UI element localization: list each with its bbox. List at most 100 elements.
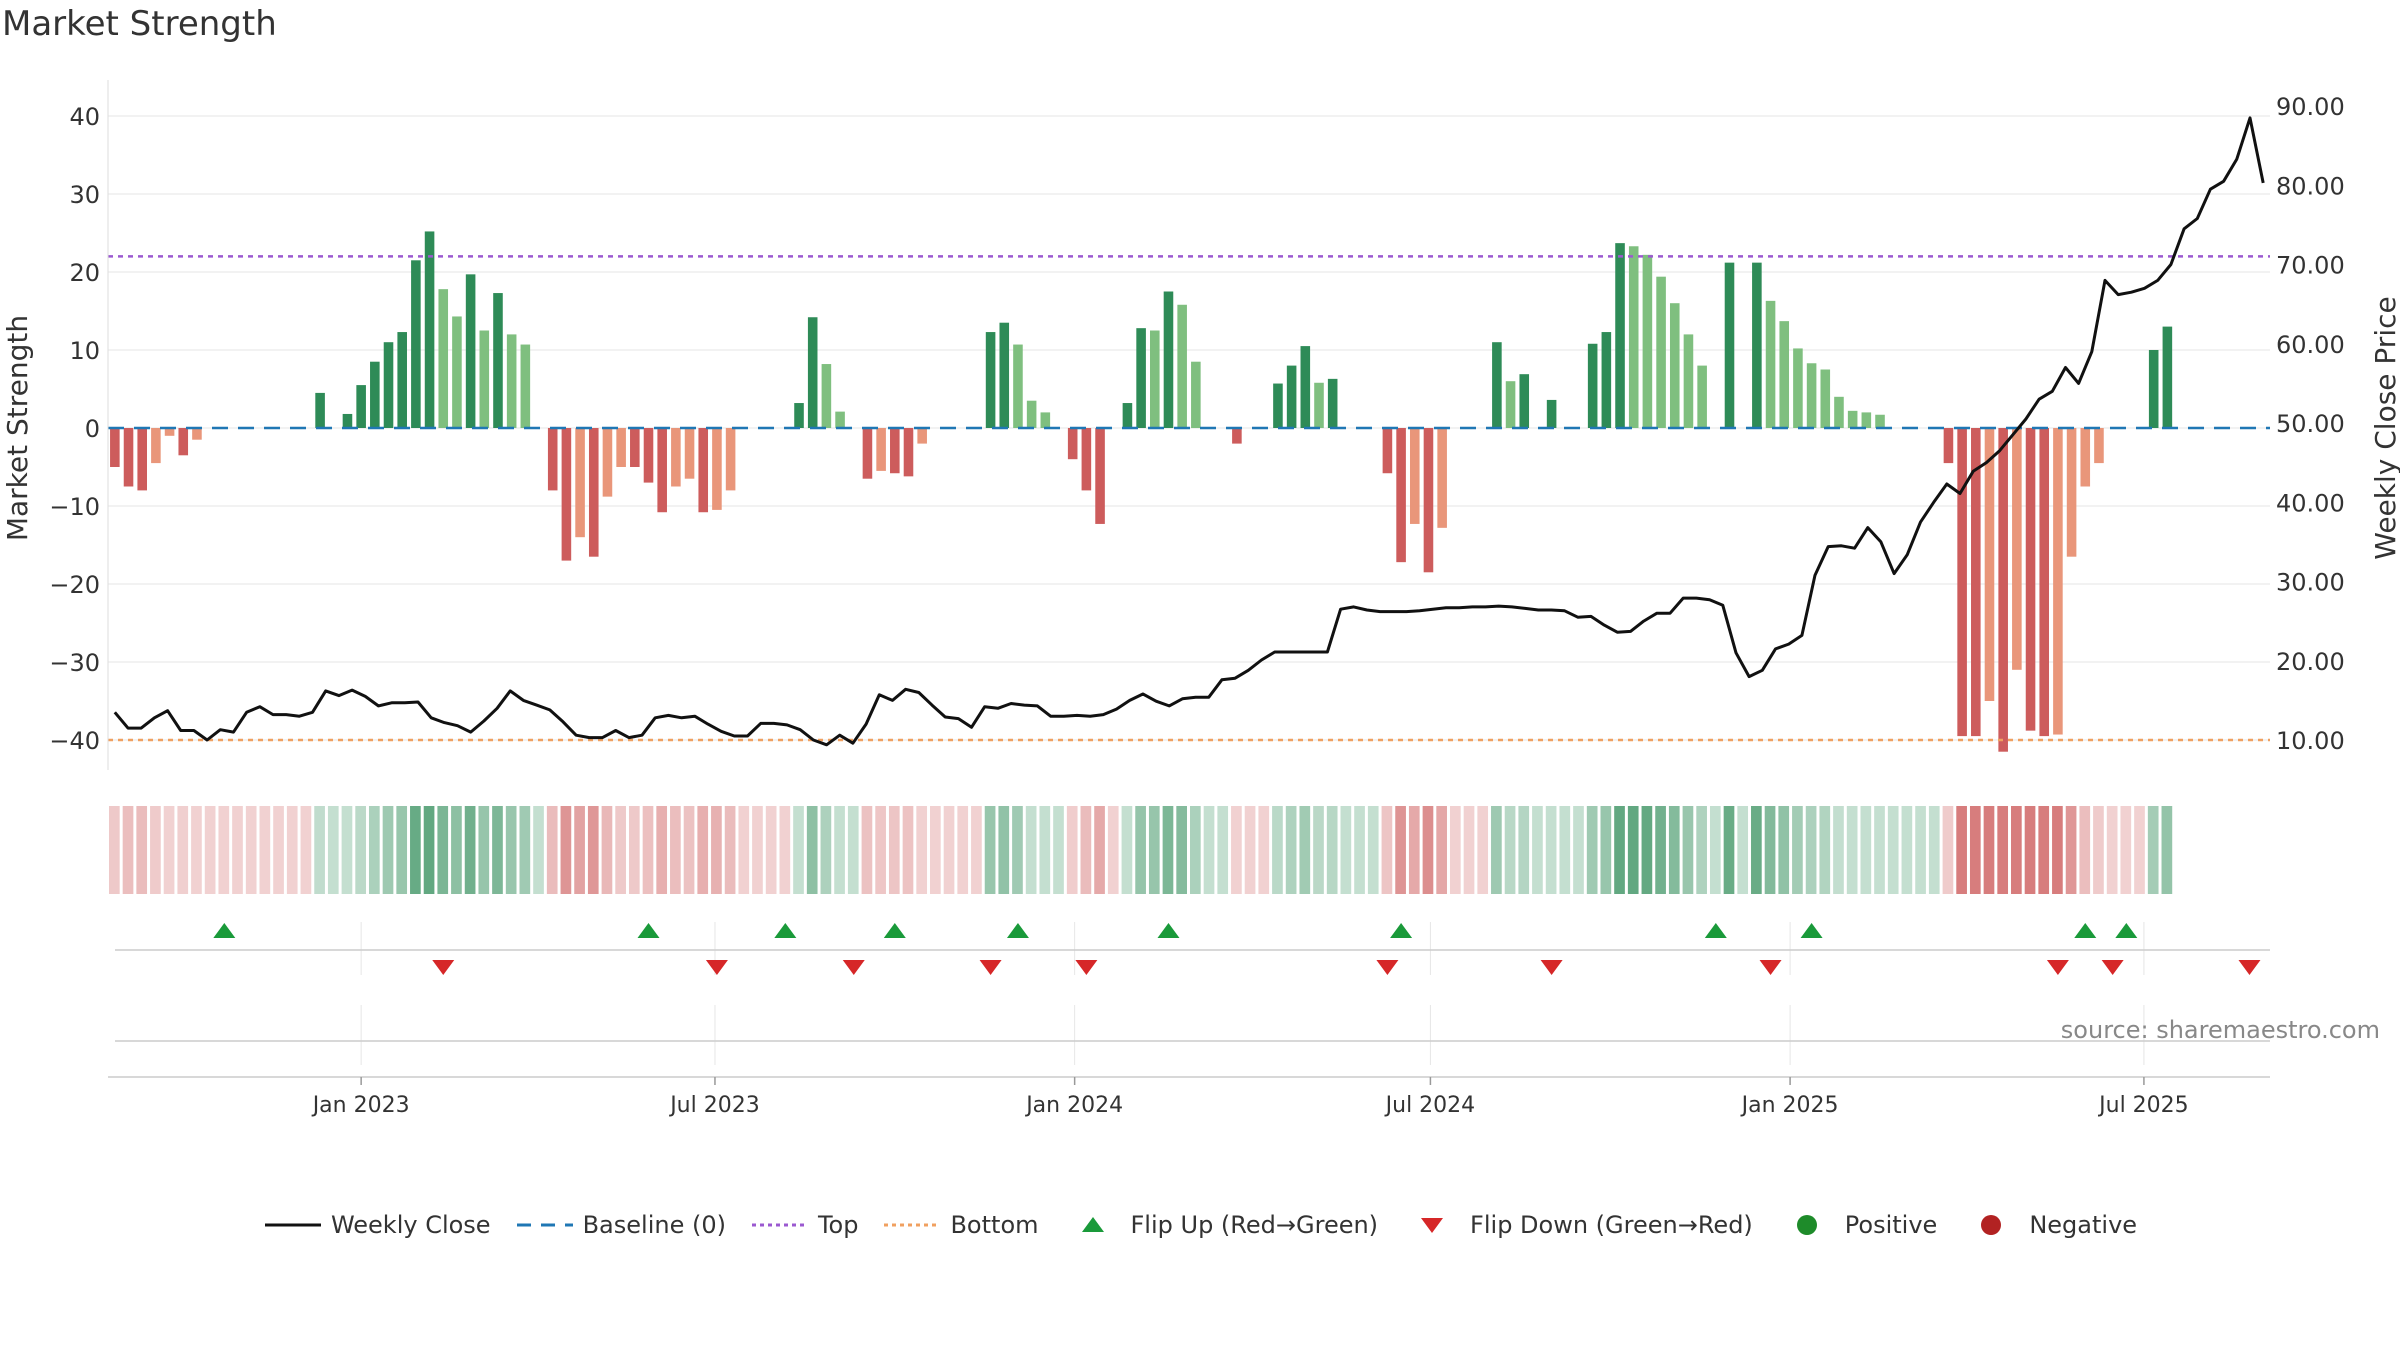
strength-bar (397, 332, 407, 428)
heat-cell (1559, 806, 1571, 894)
strength-bar (2053, 428, 2063, 735)
strength-bar (1191, 361, 1201, 428)
strength-bar (2012, 428, 2022, 670)
heat-cell (451, 806, 462, 894)
strength-bar (1546, 399, 1557, 428)
heat-cell (601, 806, 613, 894)
strength-bar (1519, 374, 1530, 428)
strength-bar (917, 428, 927, 444)
strength-bar (356, 385, 366, 428)
strength-bar (411, 260, 421, 428)
right-axis-title: Weekly Close Price (2369, 296, 2400, 559)
heat-cell (1573, 806, 1584, 894)
strength-bar (383, 342, 394, 428)
heat-cell (314, 806, 325, 894)
strength-bar (1875, 414, 1885, 428)
heat-cell (957, 806, 969, 894)
strength-bar (2039, 428, 2050, 737)
strength-bar (630, 428, 640, 467)
legend-label: Weekly Close (330, 1211, 491, 1239)
flip-down-marker (1376, 960, 1399, 975)
heat-cell (984, 806, 996, 894)
strength-bar (452, 316, 462, 428)
heat-cell (670, 806, 681, 894)
flip-up-marker (1390, 923, 1413, 938)
heat-cell (191, 806, 202, 894)
heat-cell (2161, 806, 2173, 894)
heat-cell (1203, 806, 1215, 894)
flip-down-legend-icon (1421, 1218, 1444, 1233)
strength-bar (807, 317, 818, 428)
flip-down-marker (1540, 960, 1563, 975)
heat-cell (1682, 806, 1694, 894)
strength-bar (575, 428, 585, 538)
strength-bar (342, 413, 353, 428)
heat-cell (1518, 806, 1530, 894)
heat-cell (1709, 806, 1721, 894)
heat-cell (1600, 806, 1612, 894)
strength-bar (1505, 381, 1516, 428)
strength-bar (985, 332, 996, 428)
heat-cell (1874, 806, 1885, 894)
heat-cell (341, 806, 353, 894)
heat-cell (1805, 806, 1817, 894)
strength-bar (1081, 428, 1092, 491)
heat-cell (1696, 806, 1707, 894)
heat-cell (327, 806, 339, 894)
heat-cell (2065, 806, 2077, 894)
flip-markers (115, 923, 2270, 1042)
heat-cell (1012, 806, 1023, 894)
heat-cell (1846, 806, 1858, 894)
strength-bar (506, 334, 517, 428)
heat-cell (642, 806, 654, 894)
strength-bar (1752, 262, 1762, 428)
strength-bar (1013, 344, 1023, 428)
strength-bar (192, 428, 202, 440)
heat-cell (875, 806, 886, 894)
strength-bar (1232, 428, 1242, 444)
legend-item-close: Weekly Close (263, 1210, 491, 1240)
strength-bar (1984, 428, 1995, 701)
strength-bar (602, 428, 613, 497)
strength-bar (1834, 396, 1844, 428)
heat-cell (916, 806, 928, 894)
baseline-legend-icon (516, 1223, 573, 1227)
heat-cell (2120, 806, 2132, 894)
heat-cell (971, 806, 982, 894)
legend-item-baseline: Baseline (0) (515, 1210, 726, 1240)
strength-bar (1861, 412, 1872, 428)
bars-layer (110, 231, 2173, 752)
right-tick-label: 70.00 (2276, 252, 2345, 280)
flip-up-marker (774, 923, 797, 938)
heat-cell (2011, 806, 2022, 894)
strength-bar (164, 428, 175, 436)
heat-cell (1764, 806, 1776, 894)
heat-cell (2038, 806, 2050, 894)
strength-bar (1177, 304, 1187, 428)
heat-cell (752, 806, 763, 894)
heat-cell (1436, 806, 1447, 894)
x-tick-label: Jul 2023 (668, 1093, 760, 1118)
strength-bar (1806, 363, 1817, 428)
legend-item-positive: Positive (1777, 1210, 1937, 1240)
heat-cell (1969, 806, 1981, 894)
heat-cell (998, 806, 1010, 894)
heat-cell (1313, 806, 1324, 894)
heat-cell (1381, 806, 1393, 894)
heat-cell (136, 806, 148, 894)
right-tick-label: 80.00 (2276, 172, 2345, 200)
heat-cell (1942, 806, 1954, 894)
strength-bar (1628, 246, 1639, 428)
strength-bar (2025, 428, 2036, 731)
heat-cell (478, 806, 490, 894)
heat-cell (1285, 806, 1297, 894)
heat-cell (1395, 806, 1406, 894)
axes-layer: 40 30 20 10 0 −10 −20 −30 −40 90.00 80.00 70.00 60.0… (1, 80, 2400, 770)
heat-cell (1053, 806, 1064, 894)
heat-cell (1833, 806, 1844, 894)
heat-cell (546, 806, 558, 894)
heat-cell (1997, 806, 2009, 894)
strength-bar (1943, 428, 1954, 464)
heat-cell (711, 806, 722, 894)
heat-cell (1956, 806, 1967, 894)
